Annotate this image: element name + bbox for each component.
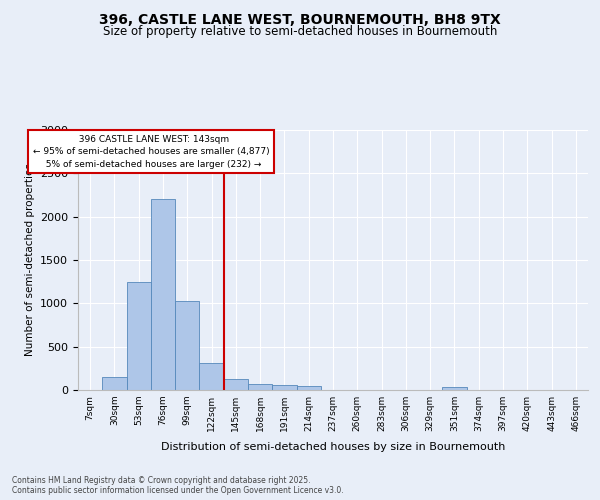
Text: 396 CASTLE LANE WEST: 143sqm
← 95% of semi-detached houses are smaller (4,877)
 : 396 CASTLE LANE WEST: 143sqm ← 95% of se… [32,134,269,168]
Y-axis label: Number of semi-detached properties: Number of semi-detached properties [25,164,35,356]
Bar [272,385,296,390]
Text: Contains HM Land Registry data © Crown copyright and database right 2025.
Contai: Contains HM Land Registry data © Crown c… [12,476,344,495]
Bar [102,377,127,390]
Text: 396, CASTLE LANE WEST, BOURNEMOUTH, BH8 9TX: 396, CASTLE LANE WEST, BOURNEMOUTH, BH8 … [99,12,501,26]
Bar [442,388,467,390]
Text: Size of property relative to semi-detached houses in Bournemouth: Size of property relative to semi-detach… [103,25,497,38]
Bar [127,282,151,390]
Bar [151,200,175,390]
X-axis label: Distribution of semi-detached houses by size in Bournemouth: Distribution of semi-detached houses by … [161,442,505,452]
Bar [175,300,199,390]
Bar [248,384,272,390]
Bar [296,386,321,390]
Bar [224,378,248,390]
Bar [199,363,224,390]
